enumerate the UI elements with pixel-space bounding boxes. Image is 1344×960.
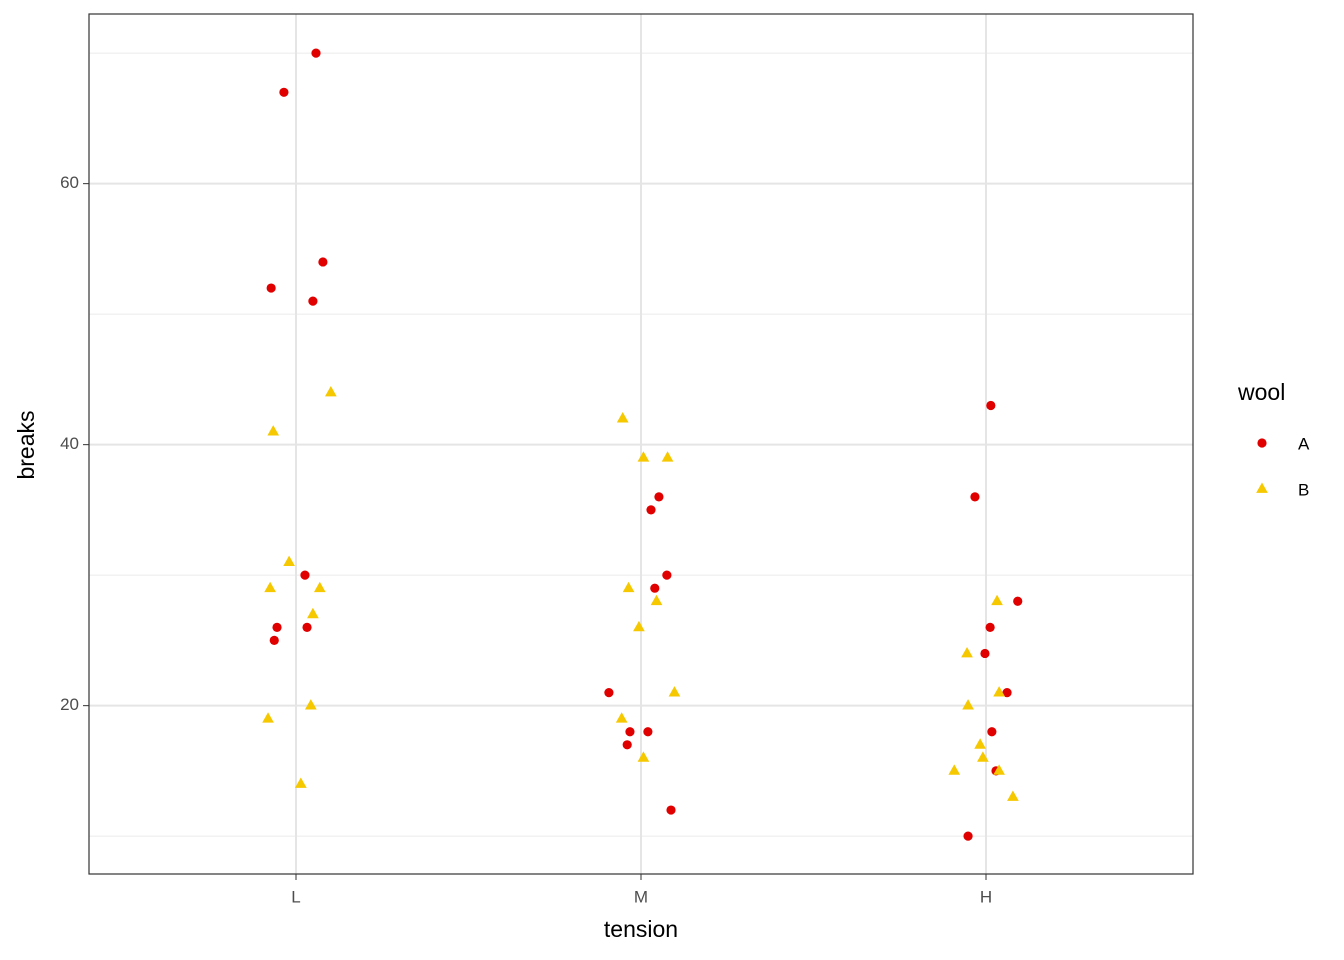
point (1002, 688, 1012, 698)
point (308, 296, 318, 306)
point (650, 594, 663, 606)
point (318, 257, 328, 267)
point (267, 425, 280, 436)
point (615, 712, 628, 723)
legend-label: A (1298, 434, 1310, 453)
point (622, 740, 632, 750)
point (970, 492, 980, 502)
point (637, 751, 650, 762)
point (650, 583, 660, 593)
point (279, 87, 289, 97)
point (963, 831, 973, 841)
x-tick-label: L (291, 887, 300, 906)
point (987, 727, 997, 737)
y-axis-title: breaks (13, 410, 39, 479)
x-tick-label: M (634, 887, 648, 906)
point (662, 570, 672, 580)
point (974, 738, 986, 749)
point (1013, 596, 1023, 606)
legend-title: wool (1237, 379, 1285, 405)
point (625, 727, 635, 737)
legend-label: B (1298, 480, 1309, 499)
point (283, 555, 295, 567)
point (269, 635, 279, 646)
point (324, 385, 337, 397)
point (1007, 790, 1019, 801)
point (307, 607, 319, 619)
point (980, 648, 990, 659)
y-tick-label: 60 (60, 173, 79, 192)
point (666, 805, 676, 815)
point (993, 686, 1005, 697)
point (986, 400, 996, 411)
point (264, 581, 276, 593)
point (313, 581, 326, 593)
point (272, 622, 282, 632)
panel-border (88, 13, 1194, 875)
point (302, 622, 312, 632)
point (616, 412, 629, 423)
point (977, 751, 989, 762)
point (622, 581, 635, 593)
point (985, 622, 995, 632)
x-tick-label: H (980, 887, 992, 906)
point (993, 764, 1005, 775)
point (294, 777, 307, 788)
point (262, 712, 274, 723)
point (633, 620, 645, 632)
legend-key (1257, 438, 1267, 448)
point (668, 686, 681, 697)
point (311, 48, 321, 58)
point (961, 646, 973, 658)
point (300, 570, 310, 580)
x-axis-title: tension (604, 916, 678, 942)
point (991, 594, 1003, 606)
point (643, 727, 653, 737)
point (604, 688, 614, 698)
y-tick-label: 20 (60, 695, 79, 714)
point (948, 764, 961, 775)
point (304, 699, 317, 710)
point (266, 283, 276, 293)
point (661, 451, 674, 462)
y-tick-label: 40 (60, 434, 79, 453)
point (962, 699, 974, 710)
legend-key (1256, 482, 1268, 493)
point (637, 451, 650, 462)
point (646, 505, 656, 515)
point (654, 492, 664, 502)
